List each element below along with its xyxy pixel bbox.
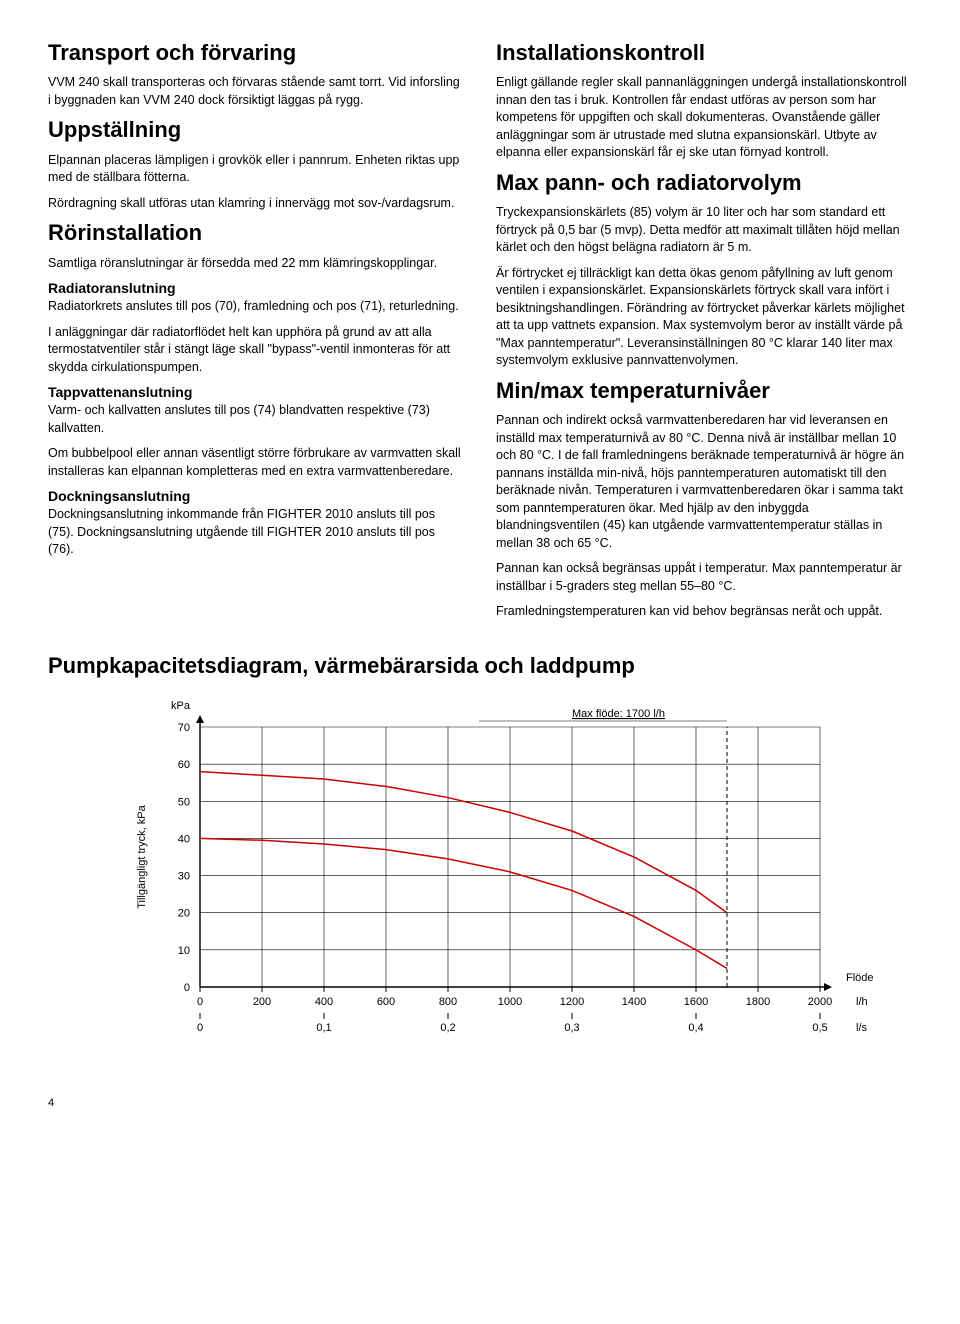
svg-text:0,5: 0,5 [812,1022,827,1034]
svg-text:30: 30 [178,870,190,882]
svg-text:0,1: 0,1 [316,1022,331,1034]
heading-pumpdiagram: Pumpkapacitetsdiagram, värmebärarsida oc… [48,653,912,679]
paragraph: Enligt gällande regler skall pannanläggn… [496,74,912,162]
svg-text:0,3: 0,3 [564,1022,579,1034]
svg-text:Max flöde: 1700 l/h: Max flöde: 1700 l/h [572,708,665,720]
paragraph: Radiatorkrets anslutes till pos (70), fr… [48,298,464,316]
svg-text:10: 10 [178,945,190,957]
heading-max-pann: Max pann- och radiatorvolym [496,170,912,196]
paragraph: Elpannan placeras lämpligen i grovkök el… [48,152,464,187]
svg-text:1000: 1000 [498,996,522,1008]
svg-text:0,2: 0,2 [440,1022,455,1034]
svg-text:40: 40 [178,833,190,845]
paragraph: Varm- och kallvatten anslutes till pos (… [48,402,464,437]
svg-text:50: 50 [178,796,190,808]
subheading-tappvatten: Tappvattenanslutning [48,384,464,400]
svg-text:kPa: kPa [171,700,191,712]
heading-minmax: Min/max temperaturnivåer [496,378,912,404]
svg-text:l/h: l/h [856,996,868,1008]
subheading-dockning: Dockningsanslutning [48,488,464,504]
svg-text:60: 60 [178,759,190,771]
page-number: 4 [48,1097,912,1109]
heading-rorinstallation: Rörinstallation [48,220,464,246]
svg-text:400: 400 [315,996,333,1008]
svg-text:0: 0 [184,982,190,994]
heading-transport: Transport och förvaring [48,40,464,66]
svg-text:Flöde: Flöde [846,972,874,984]
subheading-radiator: Radiatoranslutning [48,280,464,296]
svg-text:1800: 1800 [746,996,770,1008]
svg-text:800: 800 [439,996,457,1008]
left-column: Transport och förvaring VVM 240 skall tr… [48,40,464,629]
paragraph: Pannan kan också begränsas uppåt i tempe… [496,560,912,595]
svg-text:0,4: 0,4 [688,1022,703,1034]
svg-text:0: 0 [197,996,203,1008]
svg-text:Tillgängligt tryck, kPa: Tillgängligt tryck, kPa [136,804,148,908]
paragraph: Rördragning skall utföras utan klamring … [48,195,464,213]
svg-text:1200: 1200 [560,996,584,1008]
paragraph: Dockningsanslutning inkommande från FIGH… [48,506,464,559]
paragraph: Tryckexpansionskärlets (85) volym är 10 … [496,204,912,257]
svg-text:l/s: l/s [856,1022,868,1034]
paragraph: Är förtrycket ej tillräckligt kan detta … [496,265,912,370]
paragraph: Pannan och indirekt också varmvattenbere… [496,412,912,552]
chart-container: Max flöde: 1700 l/h 0 10 20 30 40 50 60 70 kPa 0 20… [48,697,912,1057]
paragraph: VVM 240 skall transporteras och förvaras… [48,74,464,109]
pump-chart: Max flöde: 1700 l/h 0 10 20 30 40 50 60 70 kPa 0 20… [70,697,890,1057]
svg-text:200: 200 [253,996,271,1008]
svg-text:20: 20 [178,907,190,919]
paragraph: Om bubbelpool eller annan väsentligt stö… [48,445,464,480]
heading-installationskontroll: Installationskontroll [496,40,912,66]
heading-uppstallning: Uppställning [48,117,464,143]
svg-text:1600: 1600 [684,996,708,1008]
svg-text:1400: 1400 [622,996,646,1008]
svg-text:2000: 2000 [808,996,832,1008]
svg-text:70: 70 [178,722,190,734]
paragraph: I anläggningar där radiatorflödet helt k… [48,324,464,377]
two-column-layout: Transport och förvaring VVM 240 skall tr… [48,40,912,629]
svg-text:600: 600 [377,996,395,1008]
paragraph: Framledningstemperaturen kan vid behov b… [496,603,912,621]
paragraph: Samtliga röranslutningar är försedda med… [48,255,464,273]
right-column: Installationskontroll Enligt gällande re… [496,40,912,629]
svg-text:0: 0 [197,1022,203,1034]
